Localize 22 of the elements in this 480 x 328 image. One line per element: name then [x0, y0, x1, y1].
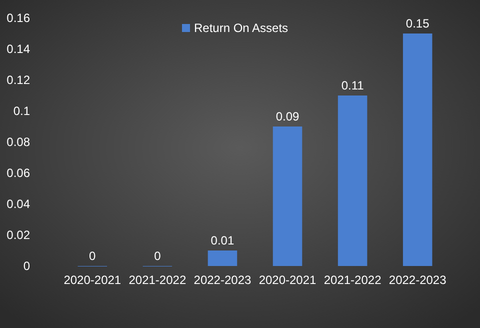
- y-tick-label: 0: [23, 259, 30, 274]
- y-tick-label: 0.04: [6, 197, 30, 212]
- y-tick-label: 0.06: [6, 166, 30, 180]
- data-label: 0: [89, 249, 96, 263]
- x-tick-label: 2022-2023: [388, 273, 447, 287]
- y-tick-label: 0.08: [6, 135, 30, 150]
- y-tick-label: 0.02: [6, 228, 30, 242]
- x-tick-label: 2022-2023: [194, 273, 252, 287]
- y-tick-label: 0.12: [6, 73, 30, 88]
- data-label: 0.09: [276, 110, 300, 124]
- x-tick-label: 2021-2022: [324, 273, 382, 287]
- data-label: 0.15: [406, 16, 430, 30]
- data-label: 0.01: [210, 234, 234, 248]
- data-label: 0: [154, 249, 162, 263]
- x-tick-label: 2020-2021: [258, 273, 317, 287]
- y-tick-label: 0.1: [13, 104, 30, 118]
- x-tick-label: 2021-2022: [128, 273, 186, 287]
- legend-label: Return On Assets: [194, 21, 288, 36]
- x-tick-label: 2020-2021: [64, 273, 122, 287]
- data-label: 0.11: [341, 78, 364, 92]
- y-tick-label: 0.14: [6, 42, 30, 56]
- y-tick-label: 0.16: [6, 11, 30, 26]
